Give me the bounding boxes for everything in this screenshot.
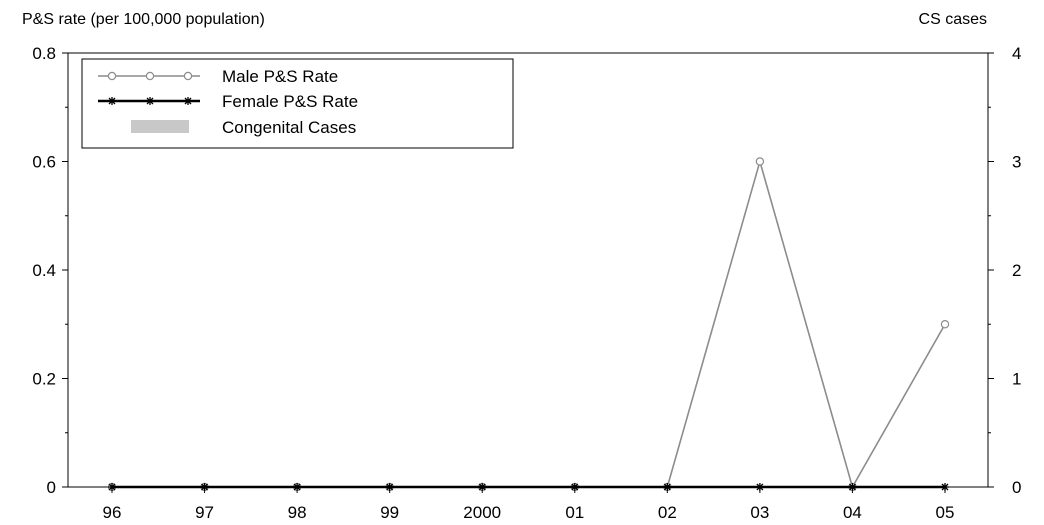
legend-label: Female P&S Rate: [222, 92, 358, 111]
y2-tick-label: 4: [1012, 44, 1021, 63]
legend-box: [81, 58, 514, 149]
x-tick-label: 03: [750, 503, 769, 522]
male-rate-line: [112, 158, 946, 490]
legend-label: Congenital Cases: [222, 118, 356, 137]
legend-label: Male P&S Rate: [222, 67, 338, 86]
left-axis-title: P&S rate (per 100,000 population): [22, 11, 265, 28]
female-rate-point: [200, 483, 209, 491]
x-tick-label: 04: [843, 503, 862, 522]
y-tick-label: 0.2: [32, 370, 56, 389]
legend-marker-male: [145, 71, 155, 81]
female-rate-point: [108, 483, 116, 491]
female-rate-point: [941, 483, 949, 491]
female-rate-point: [570, 483, 579, 491]
legend: Male P&S Rate Female P&S Rate Congenital C…: [81, 58, 514, 149]
legend-marker-male: [107, 71, 117, 81]
legend-marker-male: [183, 71, 193, 81]
x-tick-label: 99: [380, 503, 399, 522]
female-rate-point: [478, 483, 487, 491]
x-tick-label: 05: [936, 503, 955, 522]
male-rate-point: [755, 157, 765, 166]
legend-swatch-congenital: [131, 120, 189, 133]
legend-marker-female: [146, 97, 154, 105]
female-rate-point: [848, 483, 857, 491]
y-tick-label: 0: [47, 478, 56, 497]
female-rate-point: [385, 483, 394, 491]
right-axis-title: CS cases: [919, 11, 987, 28]
y2-tick-label: 1: [1012, 370, 1021, 389]
female-rate-point: [663, 483, 672, 491]
legend-marker-female: [184, 97, 192, 105]
series-lines: [107, 157, 950, 492]
x-tick-label: 98: [288, 503, 307, 522]
male-rate-point: [940, 320, 950, 329]
x-tick-label: 97: [195, 503, 214, 522]
female-rate-point: [755, 483, 764, 491]
y2-tick-label: 0: [1012, 478, 1021, 497]
female-rate-point: [293, 483, 302, 491]
y-tick-label: 0.8: [32, 44, 56, 63]
x-tick-label: 01: [565, 503, 584, 522]
x-tick-label: 2000: [463, 503, 501, 522]
y-tick-label: 0.4: [32, 261, 56, 280]
y-tick-label: 0.6: [32, 153, 56, 172]
y2-tick-label: 2: [1012, 261, 1021, 280]
legend-marker-female: [108, 97, 116, 105]
x-tick-label: 96: [103, 503, 122, 522]
x-tick-label: 02: [658, 503, 677, 522]
y2-tick-label: 3: [1012, 153, 1021, 172]
